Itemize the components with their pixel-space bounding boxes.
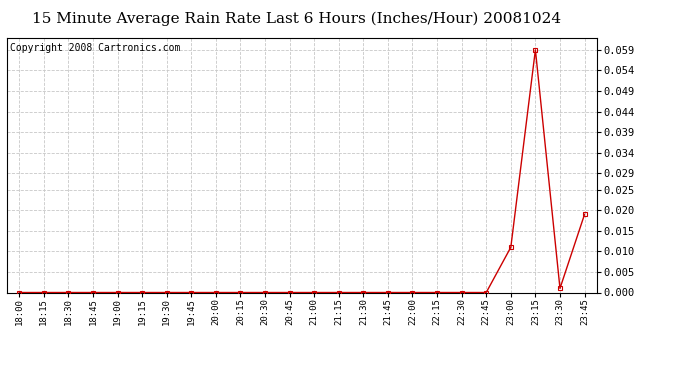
Text: 15 Minute Average Rain Rate Last 6 Hours (Inches/Hour) 20081024: 15 Minute Average Rain Rate Last 6 Hours… <box>32 11 561 26</box>
Text: Copyright 2008 Cartronics.com: Copyright 2008 Cartronics.com <box>10 43 180 52</box>
